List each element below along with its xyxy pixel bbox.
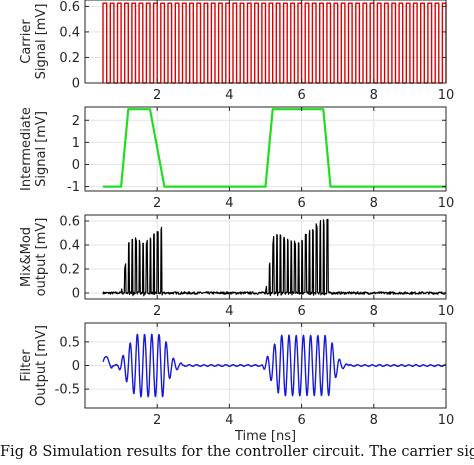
series-line-4-1 bbox=[102, 333, 447, 398]
x-tick-label: 4 bbox=[225, 304, 233, 319]
y-axis-label: FilterOutput [mV] bbox=[19, 325, 49, 406]
y-axis-label-line: output [mV] bbox=[34, 218, 49, 297]
x-tick-label: 2 bbox=[153, 196, 161, 211]
y-tick-label: 2 bbox=[72, 114, 80, 129]
x-tick-label: 8 bbox=[370, 304, 378, 319]
panel-1: 0 0.2 0.4 0.6 2 4 6 8 10 CarrierSignal [mV] bbox=[19, 0, 454, 103]
panel-3: 0 0.2 0.4 0.6 2 4 6 8 10 Mix&Modoutput [mV] bbox=[19, 214, 455, 319]
x-tick-label: 6 bbox=[297, 88, 305, 103]
axes-box bbox=[84, 106, 447, 192]
y-tick-label: 0 bbox=[72, 359, 80, 374]
x-tick-label: 10 bbox=[438, 304, 455, 319]
y-axis-label-line: Output [mV] bbox=[34, 325, 49, 406]
y-axis-label: Mix&Modoutput [mV] bbox=[19, 218, 49, 297]
x-tick-label: 4 bbox=[225, 88, 233, 103]
y-tick-label: 0 bbox=[72, 77, 80, 92]
y-tick-label: -0.5 bbox=[55, 383, 80, 398]
x-tick-label: 6 bbox=[297, 196, 305, 211]
y-tick-label: 0.2 bbox=[59, 263, 80, 278]
y-tick-label: 0 bbox=[72, 287, 80, 302]
y-axis-label: IntermediateSignal [mV] bbox=[19, 107, 49, 191]
y-axis-label-line: Carrier bbox=[19, 19, 34, 64]
y-tick-label: 0.4 bbox=[59, 239, 80, 254]
figure-caption: Fig 8 Simulation results for the control… bbox=[0, 444, 474, 460]
y-tick-label: 0 bbox=[72, 158, 80, 173]
y-tick-label: 1 bbox=[72, 136, 80, 151]
y-tick-label: 0.4 bbox=[59, 25, 80, 40]
x-tick-label: 2 bbox=[153, 304, 161, 319]
x-axis-label: Time [ns] bbox=[234, 429, 296, 444]
y-tick-label: 0.2 bbox=[59, 51, 80, 66]
series-line-2-1 bbox=[103, 108, 446, 188]
y-tick-label: 0.5 bbox=[59, 335, 80, 350]
x-tick-label: 6 bbox=[297, 304, 305, 319]
series-line-1-1 bbox=[102, 2, 447, 84]
x-tick-label: 4 bbox=[225, 196, 233, 211]
y-axis-label: CarrierSignal [mV] bbox=[19, 4, 49, 80]
panel-4: -0.5 0 0.5 2 4 6 8 10 FilterOutput [mV] Time [ns] bbox=[19, 322, 455, 444]
axes-box bbox=[84, 0, 447, 84]
y-axis-label-line: Intermediate bbox=[19, 107, 34, 191]
x-tick-label: 2 bbox=[153, 413, 161, 428]
x-tick-label: 8 bbox=[370, 196, 378, 211]
x-tick-label: 4 bbox=[225, 413, 233, 428]
y-axis-label-line: Filter bbox=[19, 349, 34, 382]
x-tick-label: 8 bbox=[370, 413, 378, 428]
y-axis-label-line: Signal [mV] bbox=[34, 111, 49, 187]
x-tick-label: 8 bbox=[370, 88, 378, 103]
series-line-3-1 bbox=[102, 218, 447, 297]
y-axis-label-line: Mix&Mod bbox=[19, 227, 34, 287]
x-tick-label: 2 bbox=[153, 88, 161, 103]
panel-2: -1 0 1 2 2 4 6 8 10 IntermediateSignal [mV] bbox=[19, 106, 455, 211]
x-tick-label: 6 bbox=[297, 413, 305, 428]
x-tick-label: 10 bbox=[438, 413, 455, 428]
y-axis-label-line: Signal [mV] bbox=[34, 4, 49, 80]
axes-box bbox=[84, 214, 447, 300]
x-tick-label: 10 bbox=[438, 88, 455, 103]
y-tick-label: 0.6 bbox=[59, 0, 80, 15]
y-tick-label: -1 bbox=[67, 180, 80, 195]
x-tick-label: 10 bbox=[438, 196, 455, 211]
y-tick-label: 0.6 bbox=[59, 215, 80, 230]
